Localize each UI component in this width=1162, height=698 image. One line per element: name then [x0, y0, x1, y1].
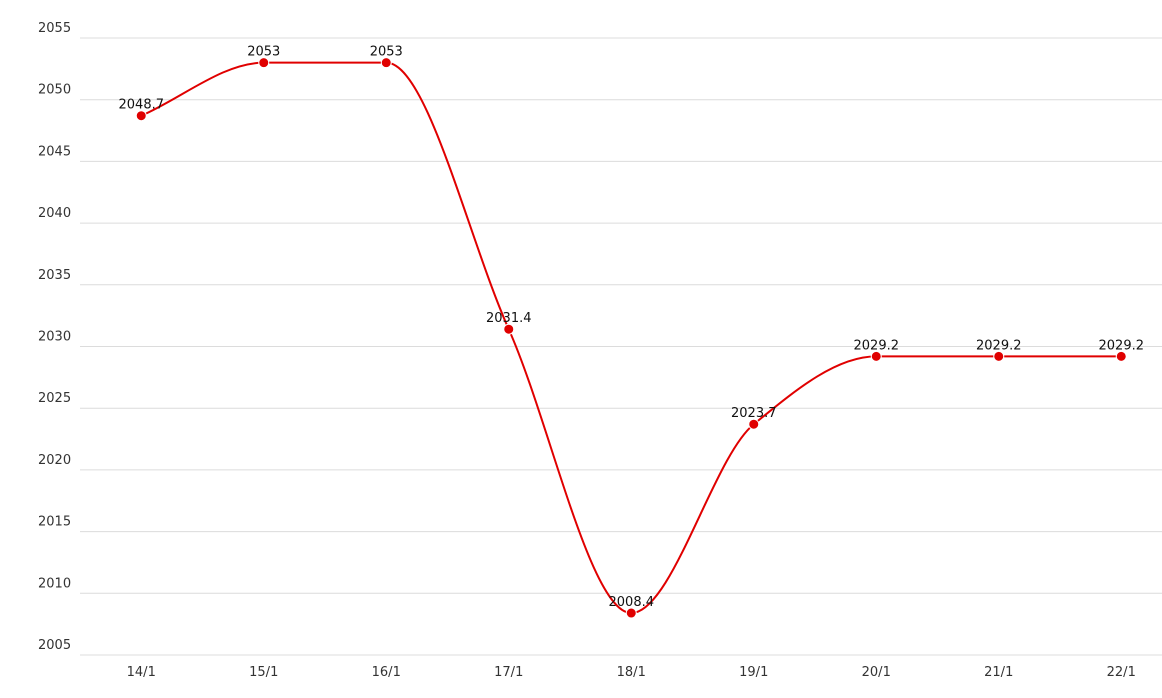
data-label: 2053	[370, 45, 403, 60]
data-label: 2053	[247, 45, 280, 60]
point	[625, 607, 637, 619]
data-label: 2048.7	[119, 98, 165, 113]
point	[993, 350, 1005, 362]
data-label: 2029.2	[976, 338, 1022, 353]
data-label: 2029.2	[854, 338, 900, 353]
data-label: 2008.4	[609, 595, 655, 610]
x-tick-label: 20/1	[862, 665, 891, 680]
y-tick-label: 2025	[38, 391, 71, 406]
point	[748, 418, 760, 430]
y-tick-label: 2035	[38, 268, 71, 283]
x-tick-label: 22/1	[1107, 665, 1136, 680]
y-tick-label: 2055	[38, 21, 71, 36]
data-label: 2023.7	[731, 406, 777, 421]
y-tick-label: 2040	[38, 206, 71, 221]
x-tick-label: 19/1	[739, 665, 768, 680]
y-tick-label: 2030	[38, 330, 71, 345]
y-tick-label: 2010	[38, 576, 71, 591]
point	[870, 350, 882, 362]
y-tick-label: 2050	[38, 83, 71, 98]
y-tick-label: 2045	[38, 144, 71, 159]
point	[380, 57, 392, 69]
x-tick-label: 21/1	[984, 665, 1013, 680]
y-tick-label: 2005	[38, 638, 71, 653]
line	[140, 61, 1122, 615]
x-tick-label: 18/1	[617, 665, 646, 680]
x-tick-label: 15/1	[249, 665, 278, 680]
data-label: 2031.4	[486, 311, 532, 326]
y-tick-label: 2015	[38, 515, 71, 530]
point	[258, 57, 270, 69]
x-tick-label: 17/1	[494, 665, 523, 680]
point	[1115, 350, 1127, 362]
data-label: 2029.2	[1099, 338, 1145, 353]
x-tick-label: 14/1	[127, 665, 156, 680]
point	[503, 323, 515, 335]
point	[135, 110, 147, 122]
y-tick-label: 2020	[38, 453, 71, 468]
x-tick-label: 16/1	[372, 665, 401, 680]
